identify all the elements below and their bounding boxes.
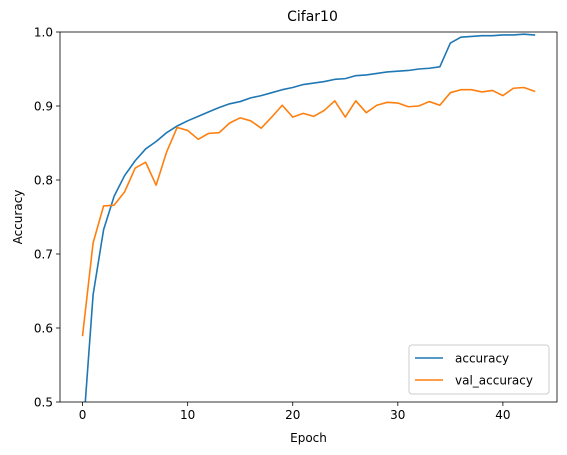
- y-tick-label: 0.7: [34, 248, 53, 262]
- series-line-val-accuracy: [81, 86, 536, 337]
- legend-box: [408, 344, 550, 395]
- y-tick-label: 0.8: [34, 174, 53, 188]
- legend-label-val-accuracy: val_accuracy: [455, 374, 533, 388]
- y-axis: 0.5 0.6 0.7 0.8 0.9 1.0: [34, 26, 60, 410]
- x-axis: 0 10 20 30 40: [79, 402, 511, 422]
- y-tick-label: 0.9: [34, 100, 53, 114]
- legend: accuracy val_accuracy: [408, 344, 550, 395]
- y-tick-label: 0.5: [34, 396, 53, 410]
- plot-frame: [59, 31, 558, 403]
- y-tick-label: 1.0: [34, 26, 53, 40]
- plot-area: [81, 33, 536, 402]
- legend-label-accuracy: accuracy: [455, 352, 509, 366]
- x-tick-label: 20: [285, 408, 300, 422]
- chart-title: Cifar10: [287, 9, 338, 25]
- y-axis-label: Accuracy: [11, 190, 25, 245]
- y-tick-label: 0.6: [34, 322, 53, 336]
- x-tick-label: 0: [79, 408, 87, 422]
- x-tick-label: 40: [495, 408, 510, 422]
- x-axis-label: Epoch: [290, 431, 327, 445]
- series-line-accuracy: [84, 33, 536, 402]
- x-tick-label: 30: [390, 408, 405, 422]
- x-tick-label: 10: [180, 408, 195, 422]
